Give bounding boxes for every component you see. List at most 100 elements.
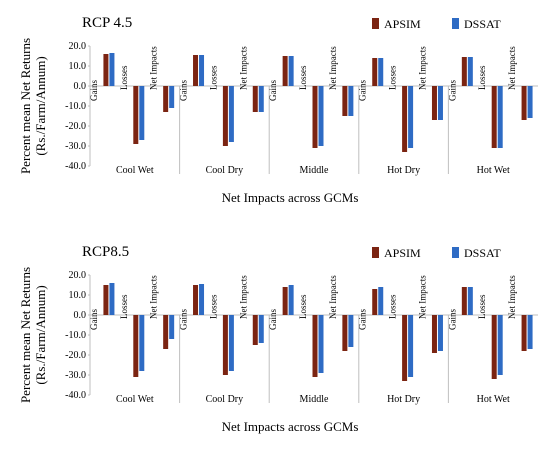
bar-dssat bbox=[348, 86, 354, 116]
subcategory-label: Gains bbox=[179, 80, 189, 101]
bar-apsim bbox=[312, 315, 318, 377]
subcategory-label: Net Impacts bbox=[417, 275, 427, 319]
chart-svg: RCP8.5 APSIM DSSAT 20.0 10.0 0.0 -10.0 -20.0 -30… bbox=[18, 244, 538, 434]
group-label: Cool Wet bbox=[116, 165, 154, 176]
subcategory-label: Losses bbox=[119, 294, 129, 319]
subcategory-label: Gains bbox=[89, 80, 99, 101]
bar-apsim bbox=[103, 285, 109, 315]
subcategory-label: Net Impacts bbox=[238, 275, 248, 319]
subcategory-label: Gains bbox=[358, 309, 368, 330]
bar-dssat bbox=[437, 86, 443, 120]
subcategory-label: Net Impacts bbox=[507, 46, 517, 90]
bar-dssat bbox=[318, 315, 324, 373]
chart-title: RCP8.5 bbox=[82, 244, 129, 260]
subcategory-label: Gains bbox=[268, 80, 278, 101]
subcategory-label: Losses bbox=[477, 294, 487, 319]
subcategory-label: Losses bbox=[298, 294, 308, 319]
group-label: Hot Dry bbox=[387, 165, 420, 176]
y-tick-label: 20.0 bbox=[69, 270, 87, 281]
y-tick-label: -20.0 bbox=[65, 121, 86, 132]
bar-dssat bbox=[169, 315, 175, 339]
bar-dssat bbox=[408, 315, 414, 377]
bar-dssat bbox=[199, 55, 205, 86]
bar-dssat bbox=[169, 86, 175, 108]
y-tick-label: -40.0 bbox=[65, 390, 86, 401]
subcategory-label: Losses bbox=[477, 65, 487, 90]
bar-apsim bbox=[491, 86, 497, 148]
bar-apsim bbox=[342, 315, 348, 351]
subcategory-label: Net Impacts bbox=[507, 275, 517, 319]
bar-dssat bbox=[228, 315, 234, 371]
bar-dssat bbox=[467, 287, 473, 315]
bar-apsim bbox=[133, 315, 139, 377]
y-tick-label: -10.0 bbox=[65, 101, 86, 112]
bar-apsim bbox=[402, 315, 408, 381]
chart-svg: RCP 4.5 APSIM DSSAT 20.0 10.0 0.0 -10.0 -20.0 -3… bbox=[18, 15, 538, 205]
bar-apsim bbox=[372, 58, 378, 86]
bar-apsim bbox=[491, 315, 497, 379]
bar-apsim bbox=[521, 315, 527, 351]
chart-title: RCP 4.5 bbox=[82, 15, 132, 31]
bar-dssat bbox=[139, 315, 145, 371]
subcategory-label: Net Impacts bbox=[149, 275, 159, 319]
bar-dssat bbox=[497, 315, 503, 375]
bar-dssat bbox=[288, 285, 294, 315]
legend-label-dssat: DSSAT bbox=[464, 246, 501, 260]
subcategory-label: Losses bbox=[388, 65, 398, 90]
bar-apsim bbox=[431, 86, 437, 120]
subcategory-label: Losses bbox=[388, 294, 398, 319]
bar-apsim bbox=[521, 86, 527, 120]
bar-dssat bbox=[258, 315, 264, 343]
bar-apsim bbox=[222, 86, 228, 146]
bar-apsim bbox=[342, 86, 348, 116]
subcategory-label: Gains bbox=[179, 309, 189, 330]
y-tick-label: -20.0 bbox=[65, 350, 86, 361]
subcategory-label: Net Impacts bbox=[328, 46, 338, 90]
bar-apsim bbox=[163, 315, 169, 349]
group-label: Hot Wet bbox=[477, 165, 510, 176]
bar-apsim bbox=[103, 54, 109, 86]
bar-dssat bbox=[497, 86, 503, 148]
bar-dssat bbox=[318, 86, 324, 146]
bar-apsim bbox=[431, 315, 437, 353]
bar-apsim bbox=[133, 86, 139, 144]
group-label: Middle bbox=[300, 394, 329, 405]
bar-apsim bbox=[372, 289, 378, 315]
group-label: Hot Dry bbox=[387, 394, 420, 405]
subcategory-label: Net Impacts bbox=[238, 46, 248, 90]
legend-label-apsim: APSIM bbox=[384, 246, 421, 260]
group-label: Cool Wet bbox=[116, 394, 154, 405]
bar-dssat bbox=[199, 284, 205, 315]
bar-dssat bbox=[109, 283, 115, 315]
y-axis-title: Percent mean Net Returns(Rs./Farm/Annum) bbox=[18, 38, 48, 174]
y-tick-label: -30.0 bbox=[65, 370, 86, 381]
bar-dssat bbox=[228, 86, 234, 142]
bar-apsim bbox=[193, 55, 199, 86]
subcategory-label: Net Impacts bbox=[328, 275, 338, 319]
bar-dssat bbox=[437, 315, 443, 351]
bar-dssat bbox=[527, 86, 533, 118]
legend-swatch-dssat bbox=[452, 18, 459, 29]
subcategory-label: Gains bbox=[89, 309, 99, 330]
group-label: Cool Dry bbox=[206, 165, 244, 176]
subcategory-label: Gains bbox=[358, 80, 368, 101]
subcategory-label: Gains bbox=[447, 309, 457, 330]
bar-dssat bbox=[288, 56, 294, 86]
bar-dssat bbox=[109, 53, 115, 86]
group-label: Middle bbox=[300, 165, 329, 176]
bar-dssat bbox=[527, 315, 533, 349]
bar-dssat bbox=[467, 57, 473, 86]
legend-swatch-apsim bbox=[372, 247, 379, 258]
bar-apsim bbox=[222, 315, 228, 375]
legend-label-apsim: APSIM bbox=[384, 17, 421, 31]
bar-apsim bbox=[461, 287, 467, 315]
legend-swatch-apsim bbox=[372, 18, 379, 29]
legend-label-dssat: DSSAT bbox=[464, 17, 501, 31]
bar-apsim bbox=[282, 287, 288, 315]
group-label: Cool Dry bbox=[206, 394, 244, 405]
bar-apsim bbox=[312, 86, 318, 148]
bar-apsim bbox=[193, 285, 199, 315]
bar-apsim bbox=[252, 315, 258, 345]
bar-dssat bbox=[408, 86, 414, 148]
group-label: Hot Wet bbox=[477, 394, 510, 405]
